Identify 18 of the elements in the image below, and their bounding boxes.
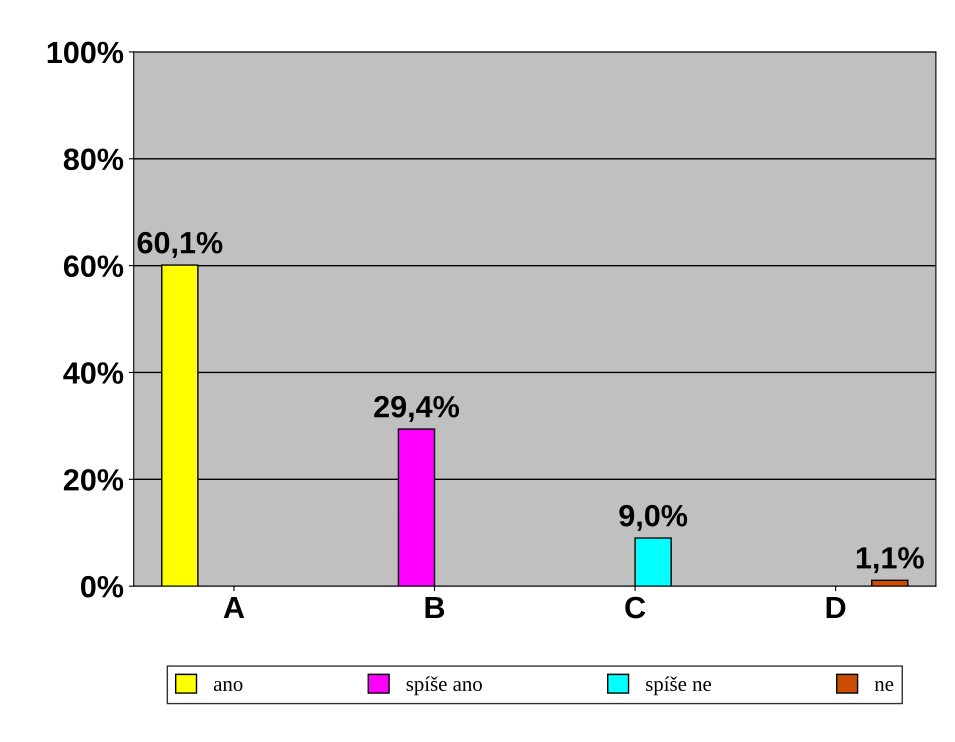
- data-label: 29,4%: [374, 396, 459, 422]
- legend-label: spíše ano: [406, 676, 482, 696]
- y-tick-label: 80%: [64, 148, 124, 170]
- data-label: 60,1%: [138, 232, 222, 258]
- x-tick-label: C: [625, 596, 646, 618]
- y-tick-label: 60%: [64, 255, 124, 278]
- data-label: 1,1%: [856, 547, 924, 574]
- legend-label: spíše ne: [646, 676, 712, 696]
- y-tick-label: 20%: [64, 469, 124, 491]
- y-tick-label: 40%: [63, 362, 124, 384]
- x-tick-label: B: [426, 597, 444, 618]
- y-tick-label: 100%: [48, 42, 124, 64]
- legend-label: ne: [874, 681, 894, 692]
- legend-label: ano: [214, 681, 242, 692]
- x-tick-label: D: [826, 597, 846, 618]
- data-label: 9,0%: [619, 504, 688, 531]
- x-tick-label: A: [224, 597, 244, 618]
- y-tick-label: 0%: [81, 576, 124, 598]
